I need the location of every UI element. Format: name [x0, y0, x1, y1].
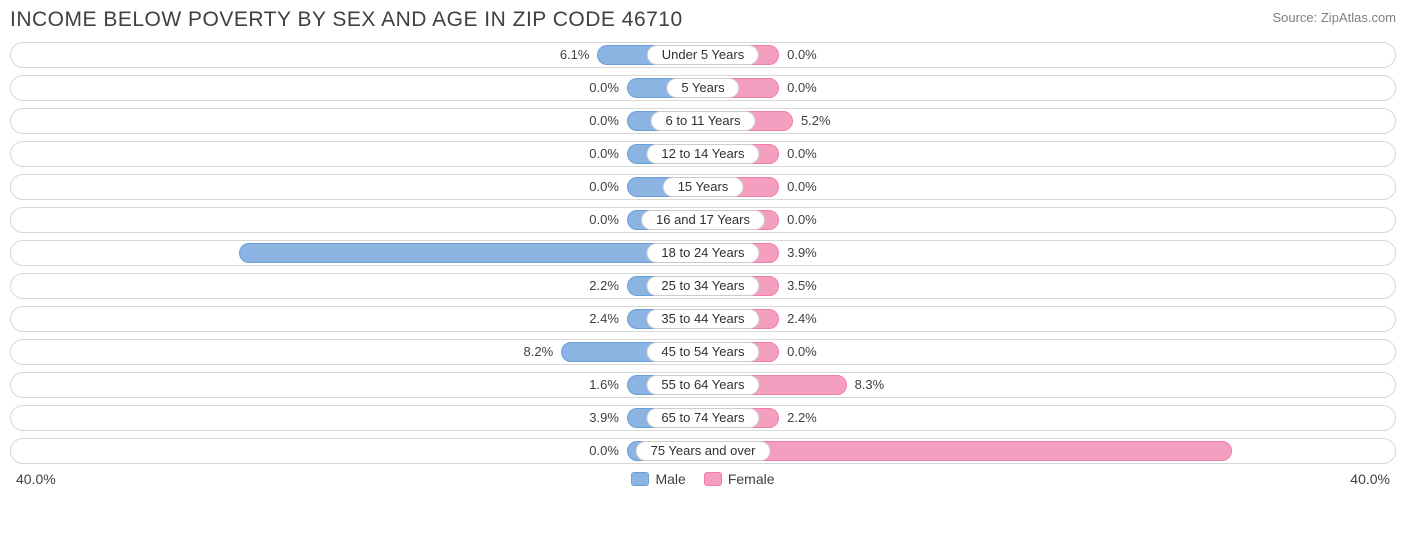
- chart-row: 3.9% 2.2% 65 to 74 Years: [10, 405, 1396, 431]
- chart-row: 0.0% 5.2% 6 to 11 Years: [10, 108, 1396, 134]
- legend-male: Male: [631, 471, 685, 487]
- category-label: 45 to 54 Years: [646, 342, 759, 362]
- legend: Male Female: [56, 471, 1351, 487]
- chart-header: INCOME BELOW POVERTY BY SEX AND AGE IN Z…: [10, 8, 1396, 32]
- category-label: 16 and 17 Years: [641, 210, 765, 230]
- male-value: 6.1%: [560, 43, 590, 67]
- female-value: 5.2%: [801, 109, 831, 133]
- legend-male-label: Male: [655, 471, 685, 487]
- category-label: Under 5 Years: [647, 45, 759, 65]
- female-value: 0.0%: [787, 43, 817, 67]
- male-value: 0.0%: [589, 142, 619, 166]
- chart-row: 2.2% 3.5% 25 to 34 Years: [10, 273, 1396, 299]
- female-value: 3.5%: [787, 274, 817, 298]
- chart-row: 0.0% 0.0% 16 and 17 Years: [10, 207, 1396, 233]
- chart-row: 1.6% 8.3% 55 to 64 Years: [10, 372, 1396, 398]
- male-value: 26.8%: [239, 241, 703, 265]
- male-value: 0.0%: [589, 439, 619, 463]
- category-label: 35 to 44 Years: [646, 309, 759, 329]
- male-value: 1.6%: [589, 373, 619, 397]
- female-value: 30.6%: [703, 439, 1232, 463]
- category-label: 75 Years and over: [636, 441, 771, 461]
- chart-row: 0.0% 0.0% 5 Years: [10, 75, 1396, 101]
- female-value: 0.0%: [787, 142, 817, 166]
- chart-row: 0.0% 30.6%75 Years and over: [10, 438, 1396, 464]
- chart-title: INCOME BELOW POVERTY BY SEX AND AGE IN Z…: [10, 8, 683, 32]
- chart-row: 6.1% 0.0% Under 5 Years: [10, 42, 1396, 68]
- category-label: 25 to 34 Years: [646, 276, 759, 296]
- chart-row: 0.0% 0.0% 15 Years: [10, 174, 1396, 200]
- chart-row: 0.0% 0.0% 12 to 14 Years: [10, 141, 1396, 167]
- legend-female-label: Female: [728, 471, 775, 487]
- legend-male-swatch: [631, 472, 649, 486]
- chart-row: 8.2% 0.0% 45 to 54 Years: [10, 339, 1396, 365]
- pyramid-chart: 6.1%0.0%Under 5 Years0.0%0.0%5 Years0.0%…: [10, 42, 1396, 464]
- category-label: 55 to 64 Years: [646, 375, 759, 395]
- category-label: 65 to 74 Years: [646, 408, 759, 428]
- female-value: 3.9%: [787, 241, 817, 265]
- category-label: 6 to 11 Years: [651, 111, 756, 131]
- male-value: 3.9%: [589, 406, 619, 430]
- male-value: 0.0%: [589, 76, 619, 100]
- category-label: 18 to 24 Years: [646, 243, 759, 263]
- axis-left-label: 40.0%: [10, 471, 56, 487]
- category-label: 15 Years: [663, 177, 744, 197]
- female-value: 8.3%: [855, 373, 885, 397]
- male-value: 2.4%: [589, 307, 619, 331]
- category-label: 12 to 14 Years: [646, 144, 759, 164]
- male-value: 0.0%: [589, 109, 619, 133]
- axis-right-label: 40.0%: [1350, 471, 1396, 487]
- female-value: 0.0%: [787, 340, 817, 364]
- female-value: 2.4%: [787, 307, 817, 331]
- chart-footer: 40.0% Male Female 40.0%: [10, 471, 1396, 487]
- female-value: 0.0%: [787, 208, 817, 232]
- male-value: 0.0%: [589, 208, 619, 232]
- male-value: 2.2%: [589, 274, 619, 298]
- chart-source: Source: ZipAtlas.com: [1272, 8, 1396, 25]
- female-value: 2.2%: [787, 406, 817, 430]
- category-label: 5 Years: [666, 78, 739, 98]
- chart-row: 26.8% 3.9% 18 to 24 Years: [10, 240, 1396, 266]
- male-value: 0.0%: [589, 175, 619, 199]
- male-value: 8.2%: [524, 340, 554, 364]
- female-value: 0.0%: [787, 175, 817, 199]
- female-value: 0.0%: [787, 76, 817, 100]
- legend-female: Female: [704, 471, 775, 487]
- legend-female-swatch: [704, 472, 722, 486]
- chart-row: 2.4% 2.4% 35 to 44 Years: [10, 306, 1396, 332]
